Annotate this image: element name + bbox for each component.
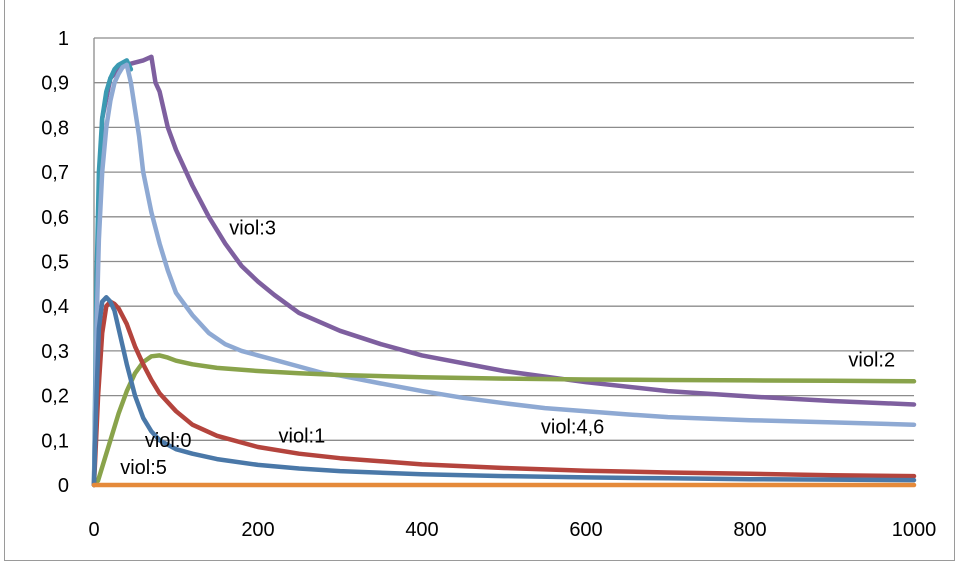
y-tick-label: 0,8 <box>41 117 69 139</box>
grid-lines <box>94 37 914 441</box>
y-tick-label: 1 <box>58 28 69 50</box>
x-tick-label: 800 <box>733 519 766 541</box>
x-tick-label: 0 <box>88 519 99 541</box>
y-tick-label: 0,1 <box>41 430 69 452</box>
y-tick-labels: 0 0,1 0,2 0,3 0,4 0,5 0,6 0,7 0,8 0,9 1 <box>41 28 69 497</box>
annotation-label: viol:1 <box>279 426 326 448</box>
x-tick-label: 1000 <box>892 519 937 541</box>
y-tick-label: 0,6 <box>41 207 69 229</box>
annotation-label: viol:4,6 <box>541 417 604 439</box>
y-tick-label: 0,3 <box>41 341 69 363</box>
annotation-labels: viol:3 viol:2 viol:4,6 viol:1 viol:0 viol:5 <box>120 218 895 479</box>
x-tick-label: 400 <box>405 519 438 541</box>
series-line-2 <box>91 62 917 488</box>
x-tick-label: 200 <box>241 519 274 541</box>
x-tick-labels: 0 200 400 600 800 1000 <box>88 519 936 541</box>
annotation-label: viol:3 <box>229 218 276 240</box>
series-line-5 <box>91 295 917 488</box>
series-lines <box>91 54 917 488</box>
y-tick-label: 0,2 <box>41 386 69 408</box>
series-line-1 <box>91 58 134 488</box>
y-tick-label: 0,9 <box>41 73 69 95</box>
y-tick-label: 0,7 <box>41 162 69 184</box>
y-tick-label: 0 <box>58 475 69 497</box>
x-tick-label: 600 <box>569 519 602 541</box>
annotation-label: viol:2 <box>848 350 895 372</box>
y-tick-label: 0,5 <box>41 252 69 274</box>
annotation-label: viol:0 <box>145 430 192 452</box>
y-tick-label: 0,4 <box>41 296 69 318</box>
series-line-3 <box>91 353 917 488</box>
annotation-label: viol:5 <box>120 457 167 479</box>
